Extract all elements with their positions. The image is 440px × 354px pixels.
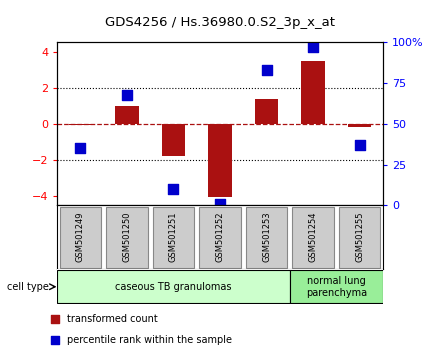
Bar	[348, 124, 371, 127]
Text: caseous TB granulomas: caseous TB granulomas	[115, 282, 232, 292]
Text: GSM501249: GSM501249	[76, 212, 85, 262]
Point	[124, 92, 131, 97]
Text: cell type: cell type	[7, 282, 48, 292]
Point	[170, 186, 177, 192]
FancyBboxPatch shape	[290, 270, 383, 303]
Text: GSM501251: GSM501251	[169, 212, 178, 262]
Point	[309, 45, 316, 50]
Bar	[301, 61, 325, 124]
FancyBboxPatch shape	[153, 207, 194, 268]
Text: percentile rank within the sample: percentile rank within the sample	[67, 335, 232, 345]
Text: GDS4256 / Hs.36980.0.S2_3p_x_at: GDS4256 / Hs.36980.0.S2_3p_x_at	[105, 16, 335, 29]
Point	[51, 316, 59, 321]
Text: GSM501254: GSM501254	[308, 212, 318, 262]
Point	[356, 142, 363, 148]
Text: transformed count: transformed count	[67, 314, 158, 324]
Point	[51, 337, 59, 343]
Text: GSM501252: GSM501252	[216, 212, 224, 262]
Bar	[209, 124, 231, 197]
FancyBboxPatch shape	[59, 207, 101, 268]
Point	[77, 145, 84, 151]
Bar	[162, 124, 185, 155]
Point	[263, 67, 270, 73]
FancyBboxPatch shape	[339, 207, 381, 268]
Bar	[115, 106, 139, 124]
FancyBboxPatch shape	[199, 207, 241, 268]
Text: normal lung
parenchyma: normal lung parenchyma	[306, 276, 367, 298]
FancyBboxPatch shape	[57, 270, 290, 303]
FancyBboxPatch shape	[106, 207, 148, 268]
FancyBboxPatch shape	[292, 207, 334, 268]
Point	[216, 201, 224, 206]
Text: GSM501250: GSM501250	[122, 212, 132, 262]
Bar	[69, 124, 92, 125]
Bar	[255, 99, 278, 124]
Text: GSM501253: GSM501253	[262, 212, 271, 263]
Text: GSM501255: GSM501255	[355, 212, 364, 262]
FancyBboxPatch shape	[246, 207, 287, 268]
